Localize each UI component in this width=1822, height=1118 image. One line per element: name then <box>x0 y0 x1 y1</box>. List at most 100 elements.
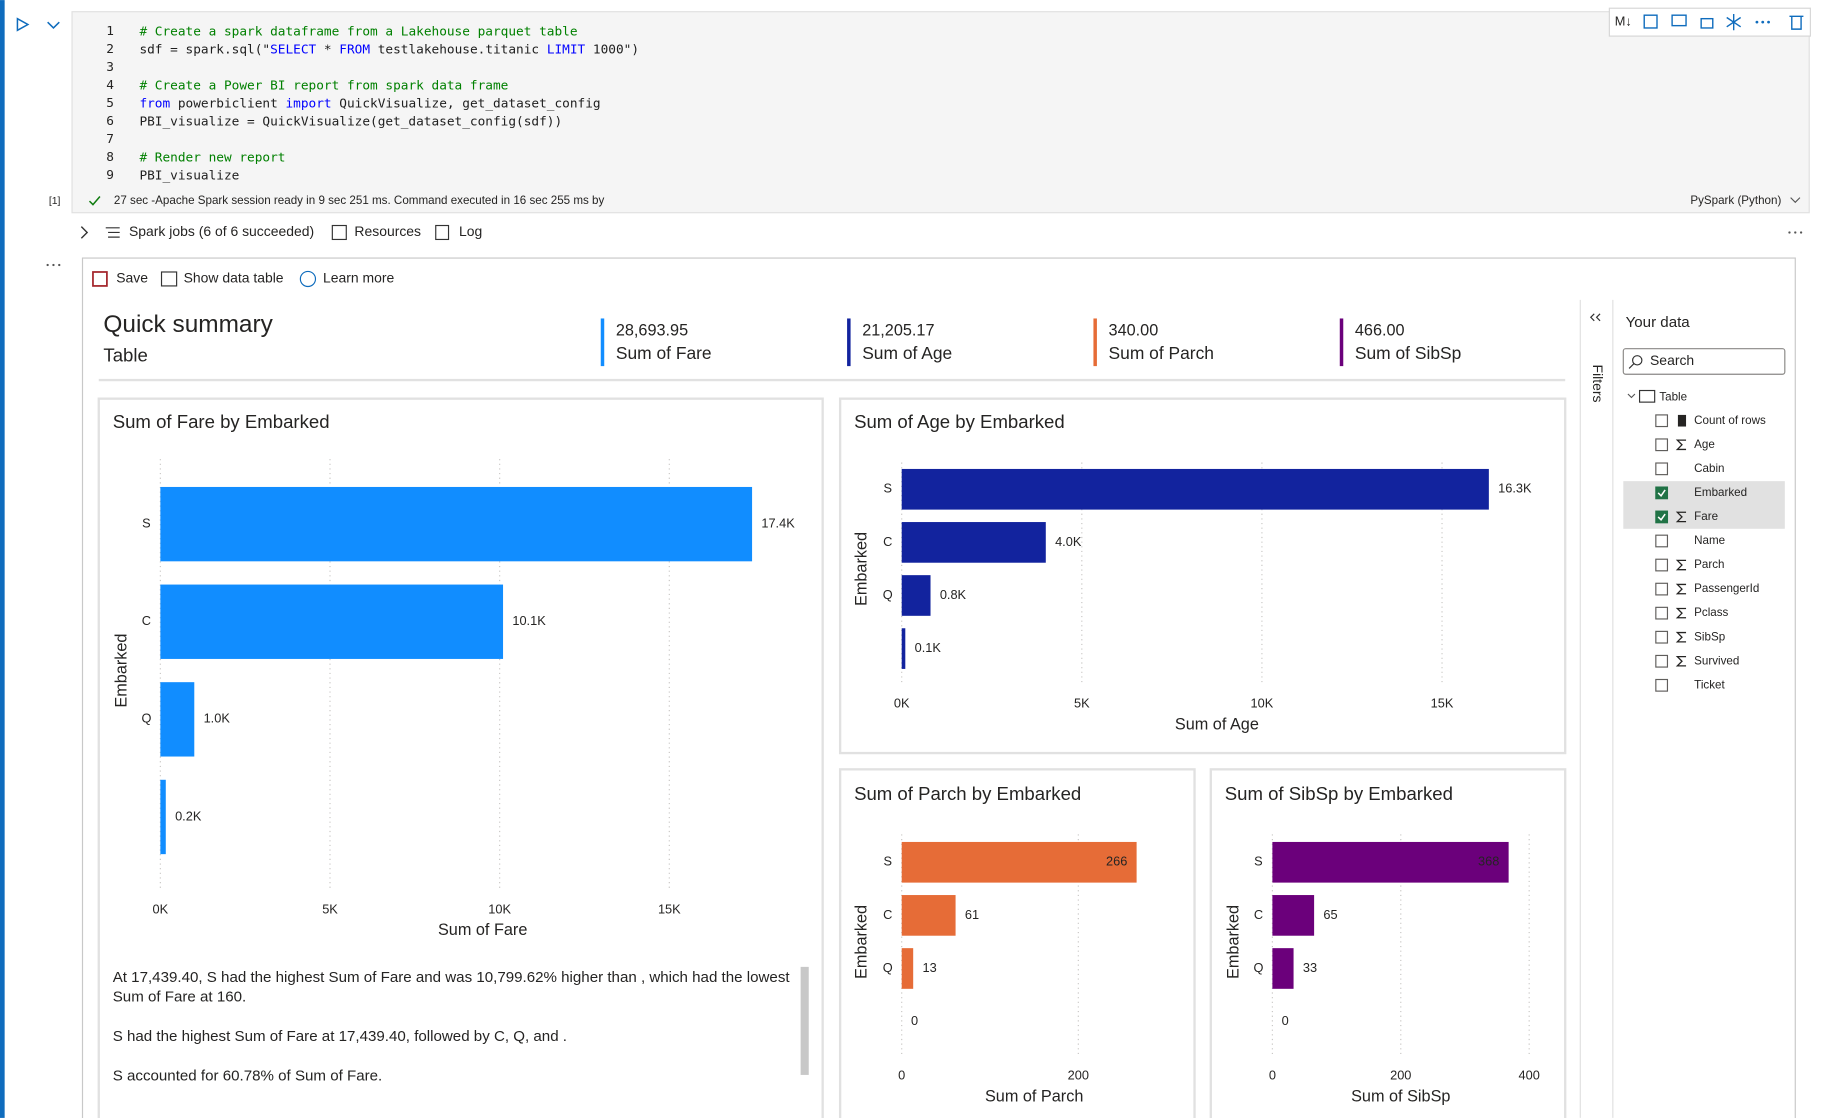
checkbox[interactable] <box>1655 582 1669 596</box>
data-label: 0 <box>911 1013 918 1028</box>
search-icon <box>1632 355 1643 366</box>
checkbox[interactable] <box>1655 486 1669 500</box>
bar <box>1272 948 1294 989</box>
bar <box>901 948 914 989</box>
icon-button[interactable] <box>1700 17 1714 29</box>
more-dots[interactable] <box>46 231 1803 267</box>
bar <box>1272 841 1509 883</box>
kpi-label: Sum of Parch <box>1109 343 1214 363</box>
y-axis-title: Embarked <box>1224 905 1242 979</box>
field-name[interactable]: Age <box>1694 438 1715 451</box>
code-line: PBI_visualize = QuickVisualize(get_datas… <box>139 114 562 129</box>
y-axis-title: Embarked <box>852 532 870 606</box>
search-box[interactable] <box>1622 348 1786 375</box>
language-chevron[interactable] <box>1790 197 1801 204</box>
bar <box>901 628 906 669</box>
run-menu[interactable] <box>47 21 60 30</box>
run-button[interactable] <box>16 17 30 32</box>
checkbox[interactable] <box>1655 630 1669 644</box>
y-tick-label: S <box>1254 854 1263 869</box>
kpi-value: 21,205.17 <box>862 322 934 340</box>
chart-card <box>838 397 1567 755</box>
toolbar-button[interactable]: Learn more <box>323 270 395 286</box>
data-label: 0.8K <box>940 587 967 602</box>
success-check <box>88 195 101 206</box>
log[interactable]: Log <box>459 223 482 239</box>
expand-chevron[interactable] <box>80 226 89 239</box>
data-label: 17.4K <box>761 516 795 531</box>
icon-button[interactable] <box>1789 15 1804 30</box>
field-name[interactable]: Pclass <box>1694 606 1728 619</box>
y-tick-label: S <box>884 481 893 496</box>
x-tick-label: 0 <box>1269 1067 1276 1082</box>
checkbox[interactable] <box>1655 414 1669 428</box>
more-dots[interactable] <box>1755 20 1770 24</box>
field-name[interactable]: Name <box>1694 534 1725 547</box>
collapse-pane[interactable] <box>1589 313 1601 322</box>
toolbar-button[interactable]: Show data table <box>184 270 284 286</box>
checkbox[interactable] <box>1655 462 1669 476</box>
x-tick-label: 400 <box>1519 1067 1540 1082</box>
resources[interactable]: Resources <box>354 223 421 239</box>
log-icon <box>435 224 450 241</box>
pane-title: Your data <box>1626 314 1691 331</box>
y-tick-label: C <box>883 907 892 922</box>
markdown-button[interactable]: M↓ <box>1615 14 1632 29</box>
y-tick-label: Q <box>883 960 893 975</box>
y-axis-title: Embarked <box>112 634 130 708</box>
bar <box>160 584 504 659</box>
table-icon[interactable] <box>160 271 178 287</box>
sum-icon <box>1675 583 1687 595</box>
data-label: 33 <box>1303 960 1317 975</box>
data-label: 0.2K <box>175 808 202 823</box>
spark-jobs[interactable]: Spark jobs (6 of 6 succeeded) <box>129 223 314 239</box>
chart-title: Sum of Fare by Embarked <box>113 411 330 432</box>
help-icon[interactable] <box>299 270 317 288</box>
icon-button[interactable] <box>1643 14 1658 29</box>
field-name[interactable]: Ticket <box>1694 678 1725 691</box>
x-tick-label: 10K <box>488 901 511 916</box>
narrative-paragraph: S accounted for 60.78% of Sum of Fare. <box>112 1066 383 1085</box>
x-tick-label: 0 <box>898 1067 905 1082</box>
bar <box>1272 895 1315 936</box>
field-name[interactable]: Survived <box>1694 654 1739 667</box>
field-name[interactable]: Cabin <box>1694 462 1724 475</box>
line-number: 3 <box>106 60 114 75</box>
table-chevron[interactable] <box>1627 393 1636 399</box>
checkbox[interactable] <box>1655 606 1669 620</box>
filters-label[interactable]: Filters <box>1590 365 1606 403</box>
line-number: 9 <box>106 168 114 183</box>
kpi-value: 28,693.95 <box>616 322 688 340</box>
field-name[interactable]: Embarked <box>1694 486 1747 499</box>
field-name[interactable]: Fare <box>1694 510 1718 523</box>
field-name[interactable]: Parch <box>1694 558 1724 571</box>
y-tick-label: Q <box>1253 960 1263 975</box>
icon-button[interactable] <box>1726 14 1742 31</box>
checkbox[interactable] <box>1655 678 1669 692</box>
line-number: 1 <box>106 24 114 39</box>
checkbox[interactable] <box>1655 510 1669 524</box>
x-tick-label: 5K <box>1074 696 1090 711</box>
checkbox[interactable] <box>1655 438 1669 452</box>
field-name[interactable]: Count of rows <box>1694 414 1766 427</box>
field-name[interactable]: PassengerId <box>1694 582 1759 595</box>
line-number: 7 <box>106 132 114 147</box>
narrative-text: At 17,439.40, S had the highest Sum of F… <box>113 967 799 1086</box>
language[interactable]: PySpark (Python) <box>1690 194 1781 207</box>
checkbox[interactable] <box>1655 558 1669 572</box>
sum-icon <box>1675 607 1687 619</box>
data-label: 266 <box>1106 854 1127 869</box>
checkbox[interactable] <box>1655 654 1669 668</box>
search-placeholder[interactable]: Search <box>1650 352 1694 368</box>
icon-button[interactable] <box>1671 14 1687 27</box>
kpi-accent <box>847 318 851 367</box>
chart-card <box>1209 768 1567 1118</box>
data-label: 4.0K <box>1055 534 1082 549</box>
toolbar-button[interactable]: Save <box>116 270 148 286</box>
toolbar-icons <box>1643 14 1804 31</box>
checkbox[interactable] <box>1655 534 1669 548</box>
code-cell[interactable] <box>71 11 1810 214</box>
field-name[interactable]: SibSp <box>1694 630 1725 643</box>
save-icon[interactable] <box>92 271 108 287</box>
